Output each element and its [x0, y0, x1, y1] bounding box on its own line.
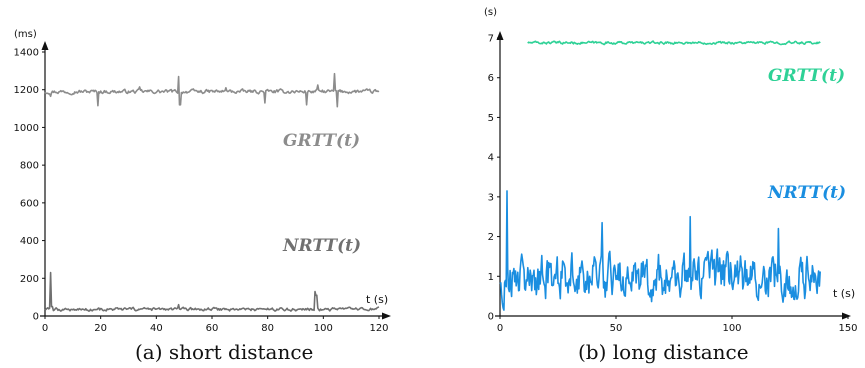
y-tick-label: 0 — [33, 312, 39, 323]
y-tick-label: 200 — [20, 274, 39, 285]
y-axis-arrow — [41, 41, 49, 50]
x-tick-label: 0 — [42, 323, 48, 334]
x-tick-labels: 0 50 100 150 — [497, 316, 858, 334]
series-label-nrtt: NRTT(t) — [767, 183, 846, 203]
y-tick-label: 6 — [488, 73, 494, 84]
y-unit-label: (ms) — [14, 29, 37, 40]
series-line-nrttt — [499, 190, 821, 311]
y-tick-label: 0 — [488, 312, 494, 323]
chart-short-distance: (ms) t (s) 0 200 400 600 800 1000 1200 1400 0 20… — [14, 29, 391, 364]
x-tick-label: 150 — [838, 323, 857, 334]
series-lines — [44, 72, 380, 312]
series-line-nrttt — [44, 271, 380, 312]
caption-long-distance: (b) long distance — [578, 340, 749, 364]
y-tick-label: 4 — [488, 153, 494, 164]
y-tick-label: 7 — [488, 34, 494, 45]
caption-short-distance: (a) short distance — [135, 340, 313, 364]
y-tick-label: 1400 — [14, 48, 39, 59]
y-tick-label: 1 — [488, 272, 494, 283]
x-tick-label: 100 — [314, 323, 333, 334]
x-tick-label: 80 — [261, 323, 274, 334]
x-unit-label: t (s) — [833, 287, 855, 300]
x-tick-label: 40 — [150, 323, 163, 334]
y-tick-label: 5 — [488, 113, 494, 124]
series-label-grtt: GRTT(t) — [283, 131, 360, 151]
y-tick-label: 2 — [488, 232, 494, 243]
y-tick-labels: 0 200 400 600 800 1000 1200 1400 — [14, 48, 45, 323]
y-tick-labels: 0 1 2 3 4 5 6 7 — [488, 34, 500, 323]
x-axis-arrow — [382, 312, 391, 320]
series-lines — [499, 40, 821, 311]
x-axis-arrow — [842, 312, 851, 320]
series-label-nrtt: NRTT(t) — [282, 236, 361, 256]
y-tick-label: 1000 — [14, 123, 39, 134]
x-tick-label: 120 — [369, 323, 388, 334]
y-tick-label: 400 — [20, 236, 39, 247]
series-label-grtt: GRTT(t) — [768, 66, 845, 86]
y-tick-label: 800 — [20, 161, 39, 172]
x-tick-labels: 0 20 40 60 80 100 120 — [42, 316, 389, 334]
x-tick-label: 0 — [497, 323, 503, 334]
y-unit-label: (s) — [484, 7, 497, 18]
series-line-grttt — [527, 40, 821, 46]
series-line-grttt — [44, 72, 380, 108]
x-tick-label: 50 — [610, 323, 623, 334]
x-tick-label: 60 — [206, 323, 219, 334]
x-unit-label: t (s) — [366, 293, 388, 306]
x-tick-label: 20 — [94, 323, 107, 334]
y-tick-label: 1200 — [14, 85, 39, 96]
x-tick-label: 100 — [722, 323, 741, 334]
y-axis-arrow — [496, 31, 504, 40]
y-tick-label: 3 — [488, 192, 494, 203]
y-tick-label: 600 — [20, 198, 39, 209]
chart-long-distance: (s) t (s) 0 1 2 3 4 5 6 7 0 50 100 150 GRTT(t) NRT… — [484, 7, 858, 364]
